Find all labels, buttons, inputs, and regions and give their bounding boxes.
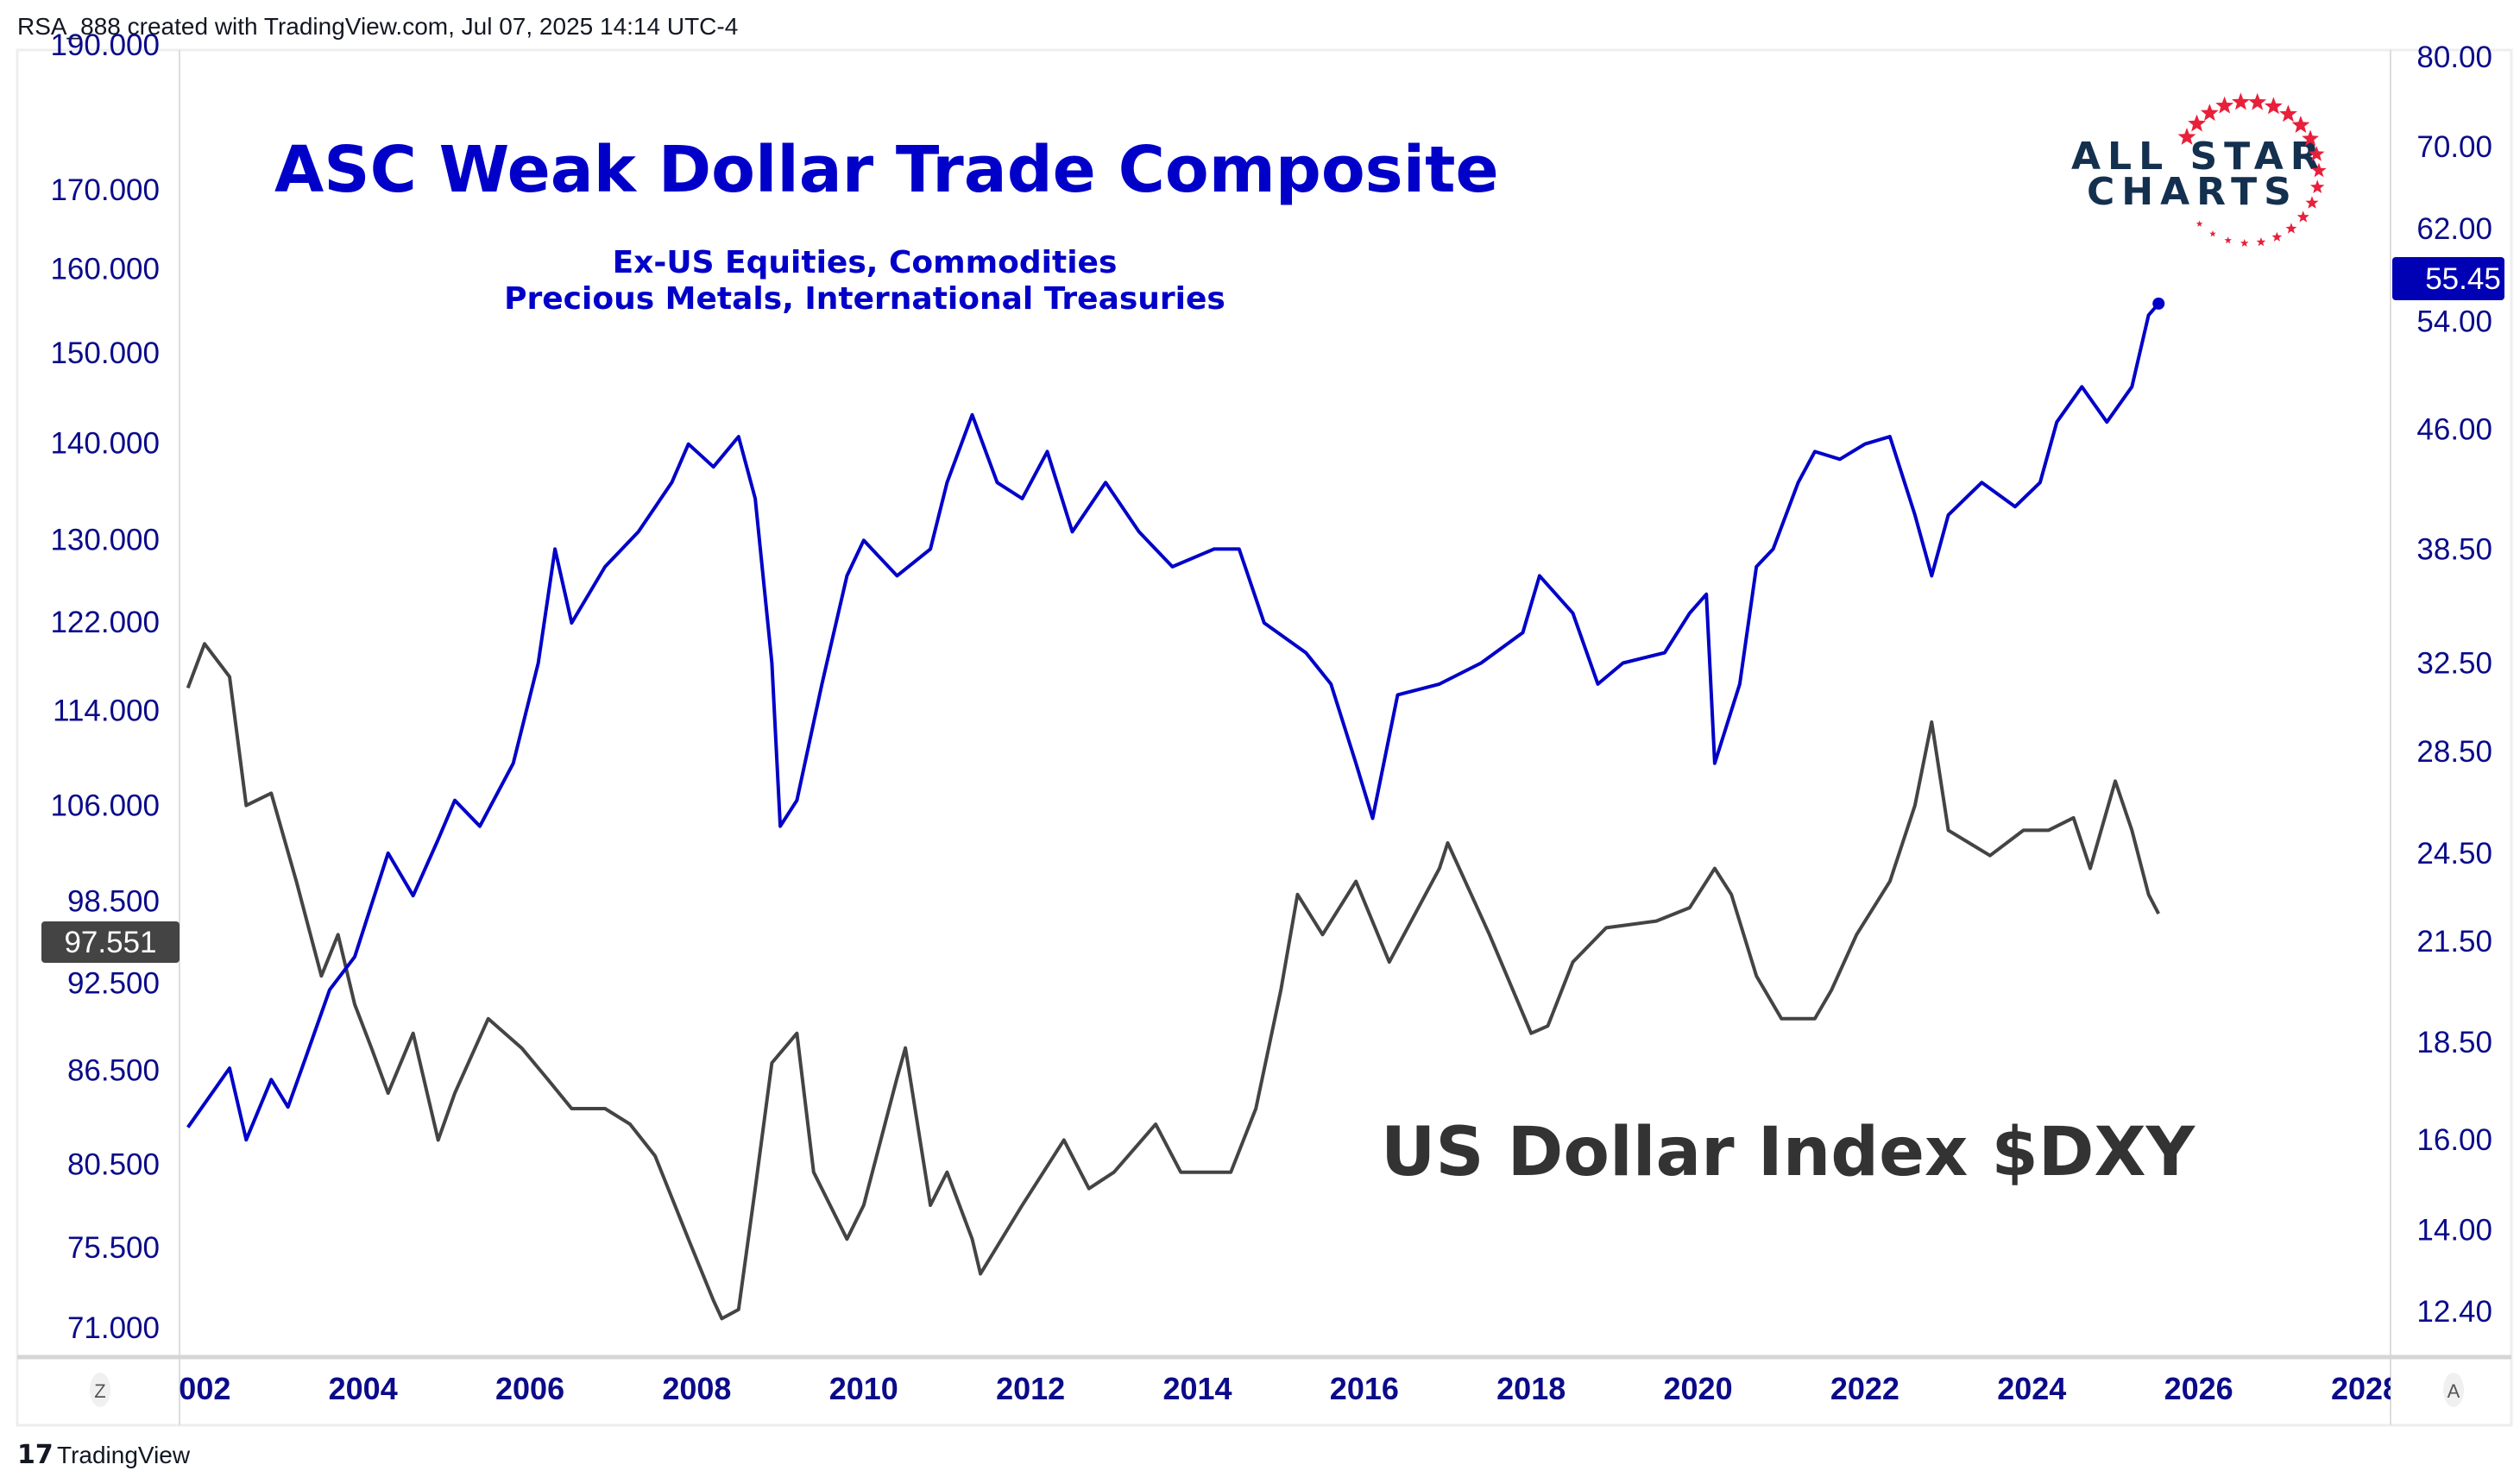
- logo-star-icon: [2240, 238, 2249, 247]
- chart-title: ASC Weak Dollar Trade Composite: [274, 133, 1499, 207]
- composite-line: [186, 302, 2160, 1142]
- last-price-dxy-label: 97.551: [64, 926, 156, 959]
- logo-star-icon: [2310, 179, 2325, 193]
- left-tick-label: 160.000: [50, 253, 160, 286]
- right-axis[interactable]: 80.00 70.00 62.00 54.00 46.00 38.50 32.50 28.50…: [2416, 41, 2492, 1329]
- time-tick-label: 2004: [329, 1371, 398, 1406]
- right-tick-label: 80.00: [2416, 41, 2492, 74]
- auto-scale-right-label: A: [2448, 1380, 2460, 1402]
- last-price-composite-box: [2392, 257, 2504, 300]
- logo-line2: CHARTS: [2087, 170, 2298, 214]
- left-tick-label: 75.500: [67, 1231, 160, 1265]
- tradingview-brand-text: TradingView: [57, 1442, 191, 1468]
- auto-scale-right-button[interactable]: A: [2443, 1373, 2464, 1407]
- right-tick-label: 24.50: [2416, 837, 2492, 870]
- right-tick-label: 14.00: [2416, 1213, 2492, 1247]
- left-tick-label: 150.000: [50, 336, 160, 370]
- logo-line1: ALL STAR: [2071, 135, 2327, 179]
- tradingview-logo-icon: 17: [17, 1440, 54, 1470]
- last-price-composite-label: 55.45: [2425, 262, 2501, 296]
- right-tick-label: 32.50: [2416, 647, 2492, 681]
- time-tick-label: 2024: [1997, 1371, 2066, 1406]
- logo-star-icon: [2291, 116, 2310, 133]
- time-tick-label: 2016: [1330, 1371, 1399, 1406]
- logo-star-icon: [2311, 162, 2327, 178]
- all-star-charts-logo: ALL STAR CHARTS: [2071, 92, 2327, 247]
- logo-star-icon: [2196, 220, 2203, 227]
- logo-star-icon: [2302, 129, 2319, 147]
- time-tick-label: 2026: [2164, 1371, 2233, 1406]
- right-tick-label: 28.50: [2416, 735, 2492, 769]
- left-tick-label: 130.000: [50, 523, 160, 556]
- auto-scale-left-button[interactable]: Z: [90, 1373, 110, 1407]
- right-tick-label: 16.00: [2416, 1123, 2492, 1157]
- time-tick-label: 2020: [1664, 1371, 1733, 1406]
- last-price-dxy-box: [41, 921, 180, 963]
- left-axis[interactable]: 190.000 170.000 160.000 150.000 140.000 130.0…: [50, 28, 160, 1345]
- right-tick-label: 38.50: [2416, 532, 2492, 566]
- logo-star-icon: [2215, 96, 2234, 114]
- time-tick-label: 2018: [1496, 1371, 1566, 1406]
- logo-star-icon: [2308, 146, 2325, 161]
- chart-subtitle-1: Ex-US Equities, Commodities: [613, 245, 1118, 280]
- chart-subtitle-2: Precious Metals, International Treasurie…: [504, 281, 1225, 317]
- left-tick-label: 71.000: [67, 1311, 160, 1345]
- logo-star-icon: [2305, 196, 2319, 209]
- time-tick-label: 2014: [1162, 1371, 1232, 1406]
- chart-frame: [16, 48, 2513, 1427]
- right-tick-label: 21.50: [2416, 925, 2492, 958]
- logo-star-icon: [2285, 223, 2297, 234]
- logo-star-icon: [2271, 231, 2283, 242]
- left-tick-label: 92.500: [67, 966, 160, 1000]
- right-tick-label: 70.00: [2416, 130, 2492, 164]
- last-price-composite: 55.45: [2392, 257, 2504, 300]
- time-tick-label: 2028: [2331, 1371, 2400, 1406]
- logo-star-icon: [2256, 237, 2266, 247]
- time-tick-label: 2008: [662, 1371, 731, 1406]
- time-tick-label: 2012: [996, 1371, 1065, 1406]
- last-price-dxy: 97.551: [41, 921, 180, 963]
- time-tick-label: 2006: [495, 1371, 564, 1406]
- left-tick-label: 98.500: [67, 884, 160, 918]
- right-tick-label: 46.00: [2416, 413, 2492, 447]
- logo-star-icon: [2279, 104, 2297, 123]
- left-tick-label: 80.500: [67, 1147, 160, 1181]
- time-tick-label: 2002: [161, 1371, 230, 1406]
- logo-star-icon: [2188, 114, 2206, 132]
- right-tick-label: 18.50: [2416, 1026, 2492, 1059]
- auto-scale-left-label: Z: [94, 1380, 105, 1402]
- time-axis[interactable]: 2002 2004 2006 2008 2010 2012 2014 2016 2018 2020…: [161, 1371, 2400, 1406]
- dxy-line: [186, 642, 2160, 1321]
- logo-star-icon: [2200, 104, 2219, 122]
- logo-star-icon: [2209, 230, 2216, 237]
- time-tick-label: 2010: [829, 1371, 898, 1406]
- left-tick-label: 170.000: [50, 173, 160, 207]
- left-tick-label: 86.500: [67, 1054, 160, 1088]
- right-tick-label: 62.00: [2416, 212, 2492, 246]
- left-tick-label: 114.000: [53, 695, 160, 728]
- composite-point: [2152, 297, 2165, 310]
- logo-star-icon: [2264, 97, 2283, 115]
- left-tick-label: 140.000: [50, 426, 160, 460]
- attribution: RSA_888 created with TradingView.com, Ju…: [17, 13, 738, 40]
- logo-star-icon: [2177, 128, 2196, 145]
- dxy-annotation: US Dollar Index $DXY: [1381, 1114, 2196, 1191]
- left-tick-label: 190.000: [50, 28, 160, 62]
- right-tick-label: 12.40: [2416, 1295, 2492, 1329]
- logo-star-icon: [2296, 211, 2309, 223]
- right-tick-label: 54.00: [2416, 305, 2492, 339]
- logo-star-icon: [2248, 92, 2267, 110]
- logo-star-icon: [2224, 236, 2232, 244]
- logo-star-icon: [2232, 92, 2250, 110]
- tradingview-brand[interactable]: 17 TradingView: [17, 1440, 191, 1470]
- left-tick-label: 122.000: [50, 606, 160, 639]
- time-tick-label: 2022: [1830, 1371, 1899, 1406]
- left-tick-label: 106.000: [50, 789, 160, 823]
